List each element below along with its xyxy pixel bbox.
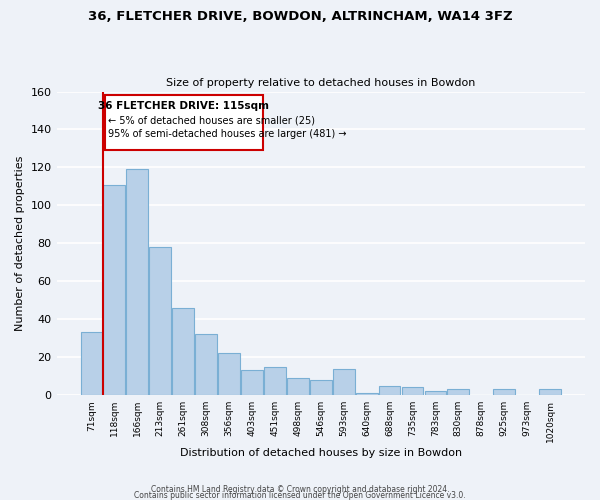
Bar	[127, 170, 148, 395]
Bar	[379, 386, 400, 395]
Text: Contains HM Land Registry data © Crown copyright and database right 2024.: Contains HM Land Registry data © Crown c…	[151, 484, 449, 494]
Title: Size of property relative to detached houses in Bowdon: Size of property relative to detached ho…	[166, 78, 475, 88]
Text: 95% of semi-detached houses are larger (481) →: 95% of semi-detached houses are larger (…	[108, 129, 346, 139]
Bar	[172, 308, 194, 395]
Text: ← 5% of detached houses are smaller (25): ← 5% of detached houses are smaller (25)	[108, 115, 315, 125]
Bar	[493, 390, 515, 395]
Text: 36 FLETCHER DRIVE: 115sqm: 36 FLETCHER DRIVE: 115sqm	[98, 101, 269, 111]
Y-axis label: Number of detached properties: Number of detached properties	[15, 156, 25, 331]
Bar	[104, 96, 263, 150]
Bar	[287, 378, 309, 395]
Bar	[80, 332, 103, 395]
Bar	[333, 368, 355, 395]
Bar	[103, 184, 125, 395]
Bar	[356, 393, 377, 395]
Bar	[264, 366, 286, 395]
Text: Contains public sector information licensed under the Open Government Licence v3: Contains public sector information licen…	[134, 490, 466, 500]
Bar	[218, 354, 240, 395]
Bar	[539, 390, 561, 395]
Bar	[448, 390, 469, 395]
Text: 36, FLETCHER DRIVE, BOWDON, ALTRINCHAM, WA14 3FZ: 36, FLETCHER DRIVE, BOWDON, ALTRINCHAM, …	[88, 10, 512, 23]
Bar	[241, 370, 263, 395]
X-axis label: Distribution of detached houses by size in Bowdon: Distribution of detached houses by size …	[180, 448, 462, 458]
Bar	[195, 334, 217, 395]
Bar	[425, 392, 446, 395]
Bar	[401, 388, 424, 395]
Bar	[310, 380, 332, 395]
Bar	[149, 247, 171, 395]
